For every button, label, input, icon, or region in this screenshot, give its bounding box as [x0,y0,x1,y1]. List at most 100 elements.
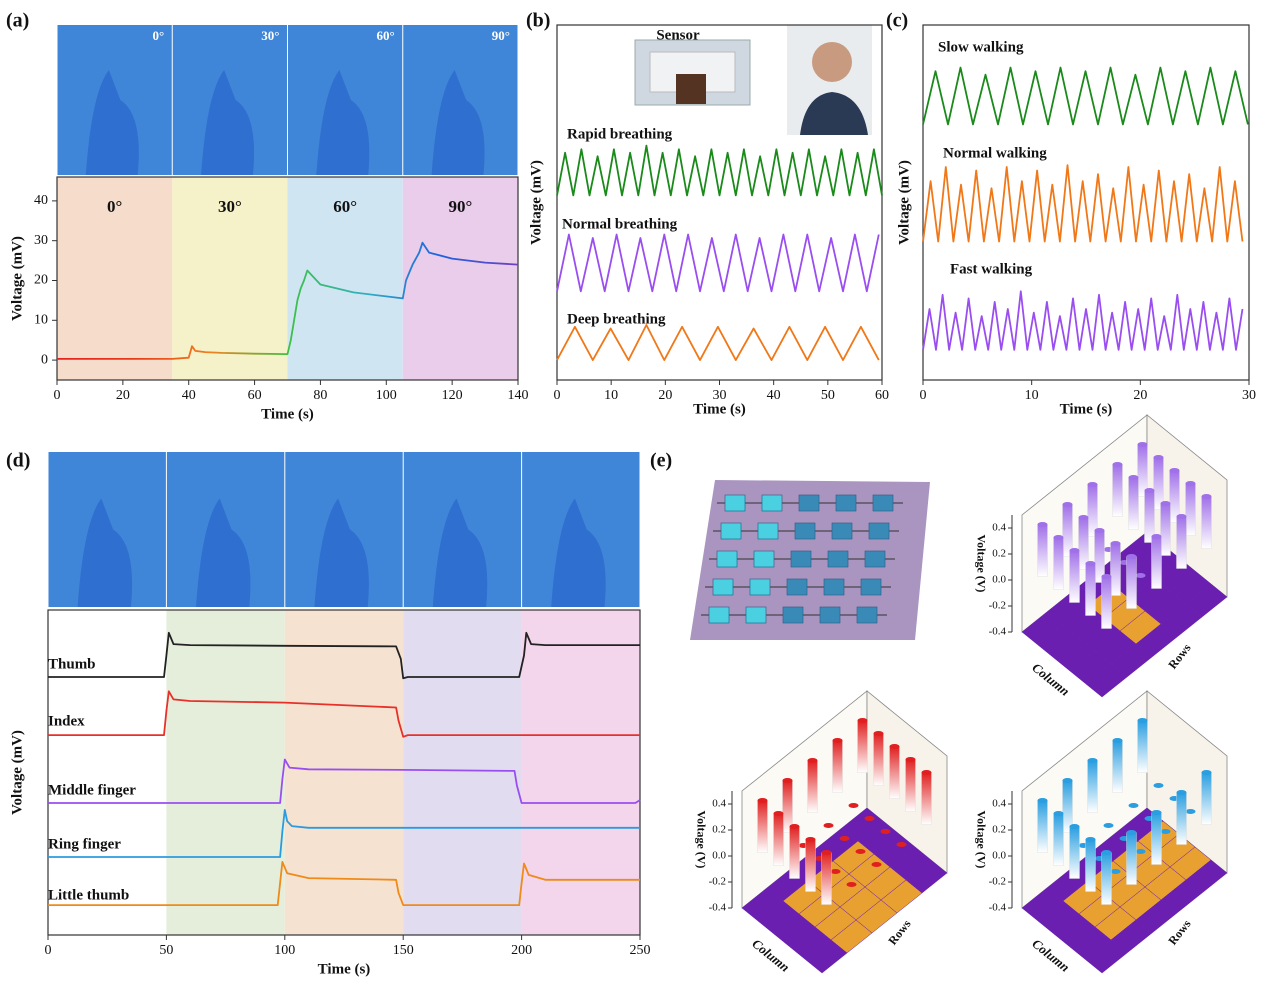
z-axis-label: Voltage (V) [974,535,988,593]
array-sensor [712,578,734,596]
x-tick-label: 40 [182,388,196,403]
pillar [1110,543,1121,596]
pillar-cap [1053,535,1064,540]
pillar-cap [1126,554,1137,559]
x-tick-label: 20 [1133,388,1147,403]
x-tick-label: 10 [1025,388,1039,403]
pillar [805,839,816,892]
pillar-cap [1101,850,1112,855]
line [48,631,640,680]
pillar-cap [921,770,932,775]
pillar-cap [896,842,907,847]
pillar-cap [1062,502,1073,507]
series-label: Ring finger [48,836,121,852]
z-tick-label: -0.2 [709,876,726,888]
hand [551,498,606,607]
array-sensor [798,494,820,512]
pillar-cap [1069,548,1080,553]
plot-frame [56,176,519,381]
region-label: 60° [333,197,357,216]
pillar-cap [871,862,882,867]
person-body [800,92,868,135]
array-sensor [790,550,812,568]
z-tick-label: 0.0 [712,850,726,862]
y-axis-label: Voltage (mV) [896,160,912,245]
pillar-cap [1078,515,1089,520]
pillar [1037,524,1048,577]
pillar-cap [1110,541,1121,546]
pillar-cap [1153,783,1164,788]
x-tick-label: 30 [713,388,727,403]
floor-cell [805,939,848,974]
pillar-cap [1103,823,1114,828]
pillar [1069,550,1080,603]
x-tick-label: 50 [159,943,173,958]
pillar [905,759,916,812]
pillar [1112,740,1123,793]
array-sensor [823,578,845,596]
x-tick-label: 40 [767,388,781,403]
x-axis-label: Time (s) [1060,401,1113,417]
array-sensor [708,606,730,624]
pillar-cap [823,823,834,828]
annotation: Sensor [656,27,700,43]
pillar [873,733,884,786]
pillar-cap [1135,573,1146,578]
line [48,809,640,858]
array-sensor [868,522,890,540]
array-sensor [749,578,771,596]
panel-label: (b) [526,10,550,32]
pillar-cap [1126,830,1137,835]
pillar [807,760,818,813]
line [48,861,640,906]
x-tick-label: 0 [54,388,61,403]
x-tick-label: 20 [116,388,130,403]
y-tick-label: 10 [34,313,48,328]
series-label: Normal breathing [562,216,678,232]
pillar-cap [1128,475,1139,480]
pillar-cap [832,738,843,743]
array-sensor [745,606,767,624]
pillar [832,740,843,793]
z-axis-label: Voltage (V) [974,811,988,869]
array-sensor [757,522,779,540]
panel-label: (e) [650,450,672,472]
pillar [1151,536,1162,589]
z-tick-label: -0.4 [709,902,727,914]
pillar-cap [1151,534,1162,539]
array-sensor [794,522,816,540]
z-tick-label: -0.2 [989,876,1006,888]
pillar [1176,792,1187,845]
pillar-cap [757,798,768,803]
pillar [1037,800,1048,853]
pillar [1176,516,1187,569]
x-tick-label: 60 [248,388,262,403]
pillar-cap [1185,809,1196,814]
pillar [1201,496,1212,549]
pillar [1101,576,1112,629]
region [402,177,518,380]
series-label: Rapid breathing [567,126,673,142]
pillar-cap [848,803,859,808]
pillar [1062,780,1073,833]
pillar [1185,483,1196,536]
region [284,610,404,935]
pillar-cap [839,836,850,841]
pillar-cap [1053,811,1064,816]
pillar-cap [1144,488,1155,493]
pillar [1201,772,1212,825]
decorations [634,25,930,640]
hand [196,498,251,607]
x-tick-label: 60 [875,388,889,403]
line [556,144,883,197]
line [556,233,880,293]
pillar-cap [1151,810,1162,815]
pillar-cap [1037,798,1048,803]
pillar-cap [1201,770,1212,775]
y-tick-label: 20 [34,273,48,288]
pillar-cap [855,849,866,854]
region [166,610,285,935]
panel-label: (d) [6,450,30,472]
